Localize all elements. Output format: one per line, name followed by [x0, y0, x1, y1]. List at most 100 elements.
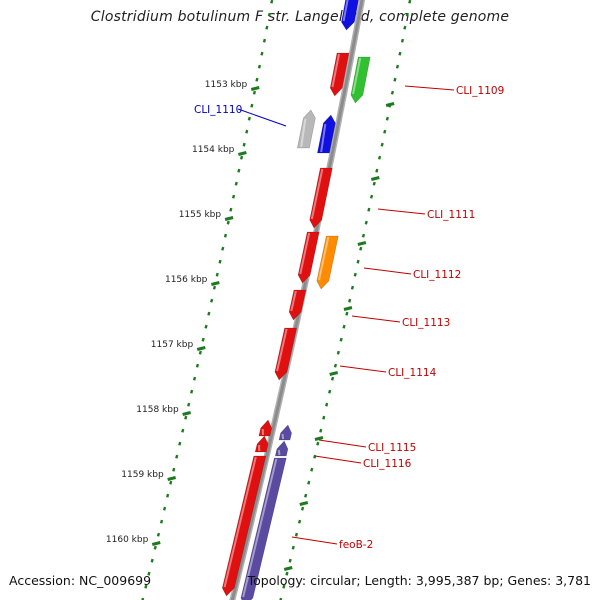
outer-ring-dot	[288, 558, 292, 563]
outer-scale-tick	[329, 371, 339, 376]
gene-arrow-cli-1109	[350, 56, 371, 104]
inner-ring-dot	[234, 181, 238, 186]
scale-tick	[224, 216, 234, 221]
inner-ring-dot	[270, 0, 274, 4]
outer-ring-dot	[319, 428, 323, 433]
outer-ring-dot	[372, 181, 376, 186]
inner-ring-dot	[262, 38, 267, 43]
gene-label: CLI_1113	[402, 317, 450, 329]
inner-ring-dot	[267, 12, 271, 17]
gene-arrow-cli-1112-highlight	[318, 236, 330, 281]
topology-text: Topology: circular; Length: 3,995,387 bp…	[247, 573, 591, 588]
inner-ring-dot	[198, 350, 202, 355]
gene-arrow-grey-highlight	[300, 118, 307, 148]
inner-ring-dot	[239, 155, 244, 160]
gene-arrow-top-blue-highlight	[342, 0, 349, 22]
inner-ring-dot	[221, 246, 225, 251]
gene-arrow-feob-2-highlight	[223, 456, 257, 588]
inner-ring-dot	[166, 493, 170, 498]
outer-ring-dot	[313, 454, 317, 459]
scale-tick	[151, 541, 161, 546]
label-leader-line	[351, 315, 401, 323]
gene-label: CLI_1115	[368, 442, 416, 454]
scale-label: 1154 kbp	[192, 145, 235, 155]
outer-scale-tick	[299, 501, 309, 506]
inner-ring-dot	[175, 454, 179, 459]
outer-ring-dot	[316, 441, 320, 446]
scale-tick	[210, 281, 220, 286]
label-leader-line	[377, 208, 426, 215]
outer-scale-tick	[385, 102, 395, 107]
outer-ring-dot	[297, 519, 302, 524]
scale-label: 1157 kbp	[151, 340, 194, 350]
gene-label: CLI_1111	[427, 209, 475, 221]
gene-label: CLI_1110	[194, 104, 242, 116]
gene-arrow-cli-1113	[288, 289, 307, 321]
scale-tick	[167, 476, 177, 481]
gene-arrow-cli-1116	[254, 435, 269, 453]
outer-ring-dot	[300, 506, 305, 511]
gene-arrow-cli-1113-highlight	[290, 290, 297, 312]
inner-ring-dot	[265, 25, 269, 30]
gene-arrow-cli-1110-highlight	[320, 123, 327, 153]
inner-ring-dot	[215, 272, 219, 277]
outer-ring-dot	[400, 38, 405, 43]
inner-ring-dot	[226, 220, 230, 225]
outer-ring-dot	[328, 389, 332, 394]
inner-ring-dot	[207, 311, 211, 316]
outer-ring-dot	[390, 90, 395, 95]
label-leader-line	[237, 108, 287, 127]
inner-ring-dot	[247, 116, 251, 121]
scale-tick	[196, 346, 206, 351]
outer-ring-dot	[408, 0, 412, 4]
gene-arrow-grey	[297, 109, 316, 149]
outer-ring-dot	[383, 129, 387, 134]
map-title: Clostridium botulinum F str. Langeland, …	[90, 9, 510, 25]
outer-ring-dot	[350, 285, 355, 290]
inner-ring-dot	[192, 376, 197, 381]
inner-ring-dot	[144, 584, 148, 589]
inner-ring-dot	[190, 389, 194, 394]
outer-ring-dot	[333, 363, 338, 368]
outer-ring-dot	[339, 337, 343, 342]
inner-ring-dot	[245, 129, 249, 134]
gene-label: CLI_1109	[456, 85, 504, 97]
label-leader-line	[318, 439, 367, 448]
label-leader-line	[404, 85, 455, 91]
outer-ring-dot	[325, 402, 329, 407]
outer-ring-dot	[403, 25, 407, 30]
gene-arrow-red	[329, 52, 350, 97]
outer-ring-dot	[385, 116, 389, 121]
gene-arrow-purple-long-highlight	[242, 458, 278, 598]
outer-ring-dot	[380, 142, 384, 147]
gene-arrow-cli-1112	[316, 235, 339, 290]
gene-arrow-cli-1114	[274, 327, 297, 381]
inner-ring-dot	[252, 90, 257, 95]
outer-ring-dot	[307, 480, 311, 485]
label-leader-line	[314, 455, 362, 464]
inner-ring-dot	[153, 545, 157, 550]
outer-scale-tick	[343, 306, 353, 311]
gene-label: CLI_1114	[388, 367, 437, 379]
outer-ring-dot	[353, 272, 357, 277]
outer-ring-dot	[345, 311, 349, 316]
outer-ring-dot	[356, 259, 360, 264]
gene-arrow-purple	[278, 424, 292, 441]
inner-ring-dot	[260, 51, 264, 56]
gene-label: CLI_1116	[363, 458, 412, 470]
gene-arrow-red	[297, 231, 320, 284]
inner-ring-dot	[223, 233, 228, 238]
outer-ring-dot	[304, 493, 308, 498]
outer-ring-dot	[361, 233, 366, 238]
scale-tick	[250, 86, 260, 91]
outer-ring-dot	[364, 220, 368, 225]
outer-scale-tick	[283, 566, 293, 571]
outer-ring-dot	[336, 350, 340, 355]
gene-arrow-red-highlight	[331, 53, 340, 88]
scale-label: 1159 kbp	[121, 470, 164, 480]
outer-ring-dot	[322, 415, 326, 420]
inner-ring-dot	[156, 532, 161, 537]
outer-scale-tick	[370, 176, 380, 181]
inner-ring-dot	[210, 298, 214, 303]
